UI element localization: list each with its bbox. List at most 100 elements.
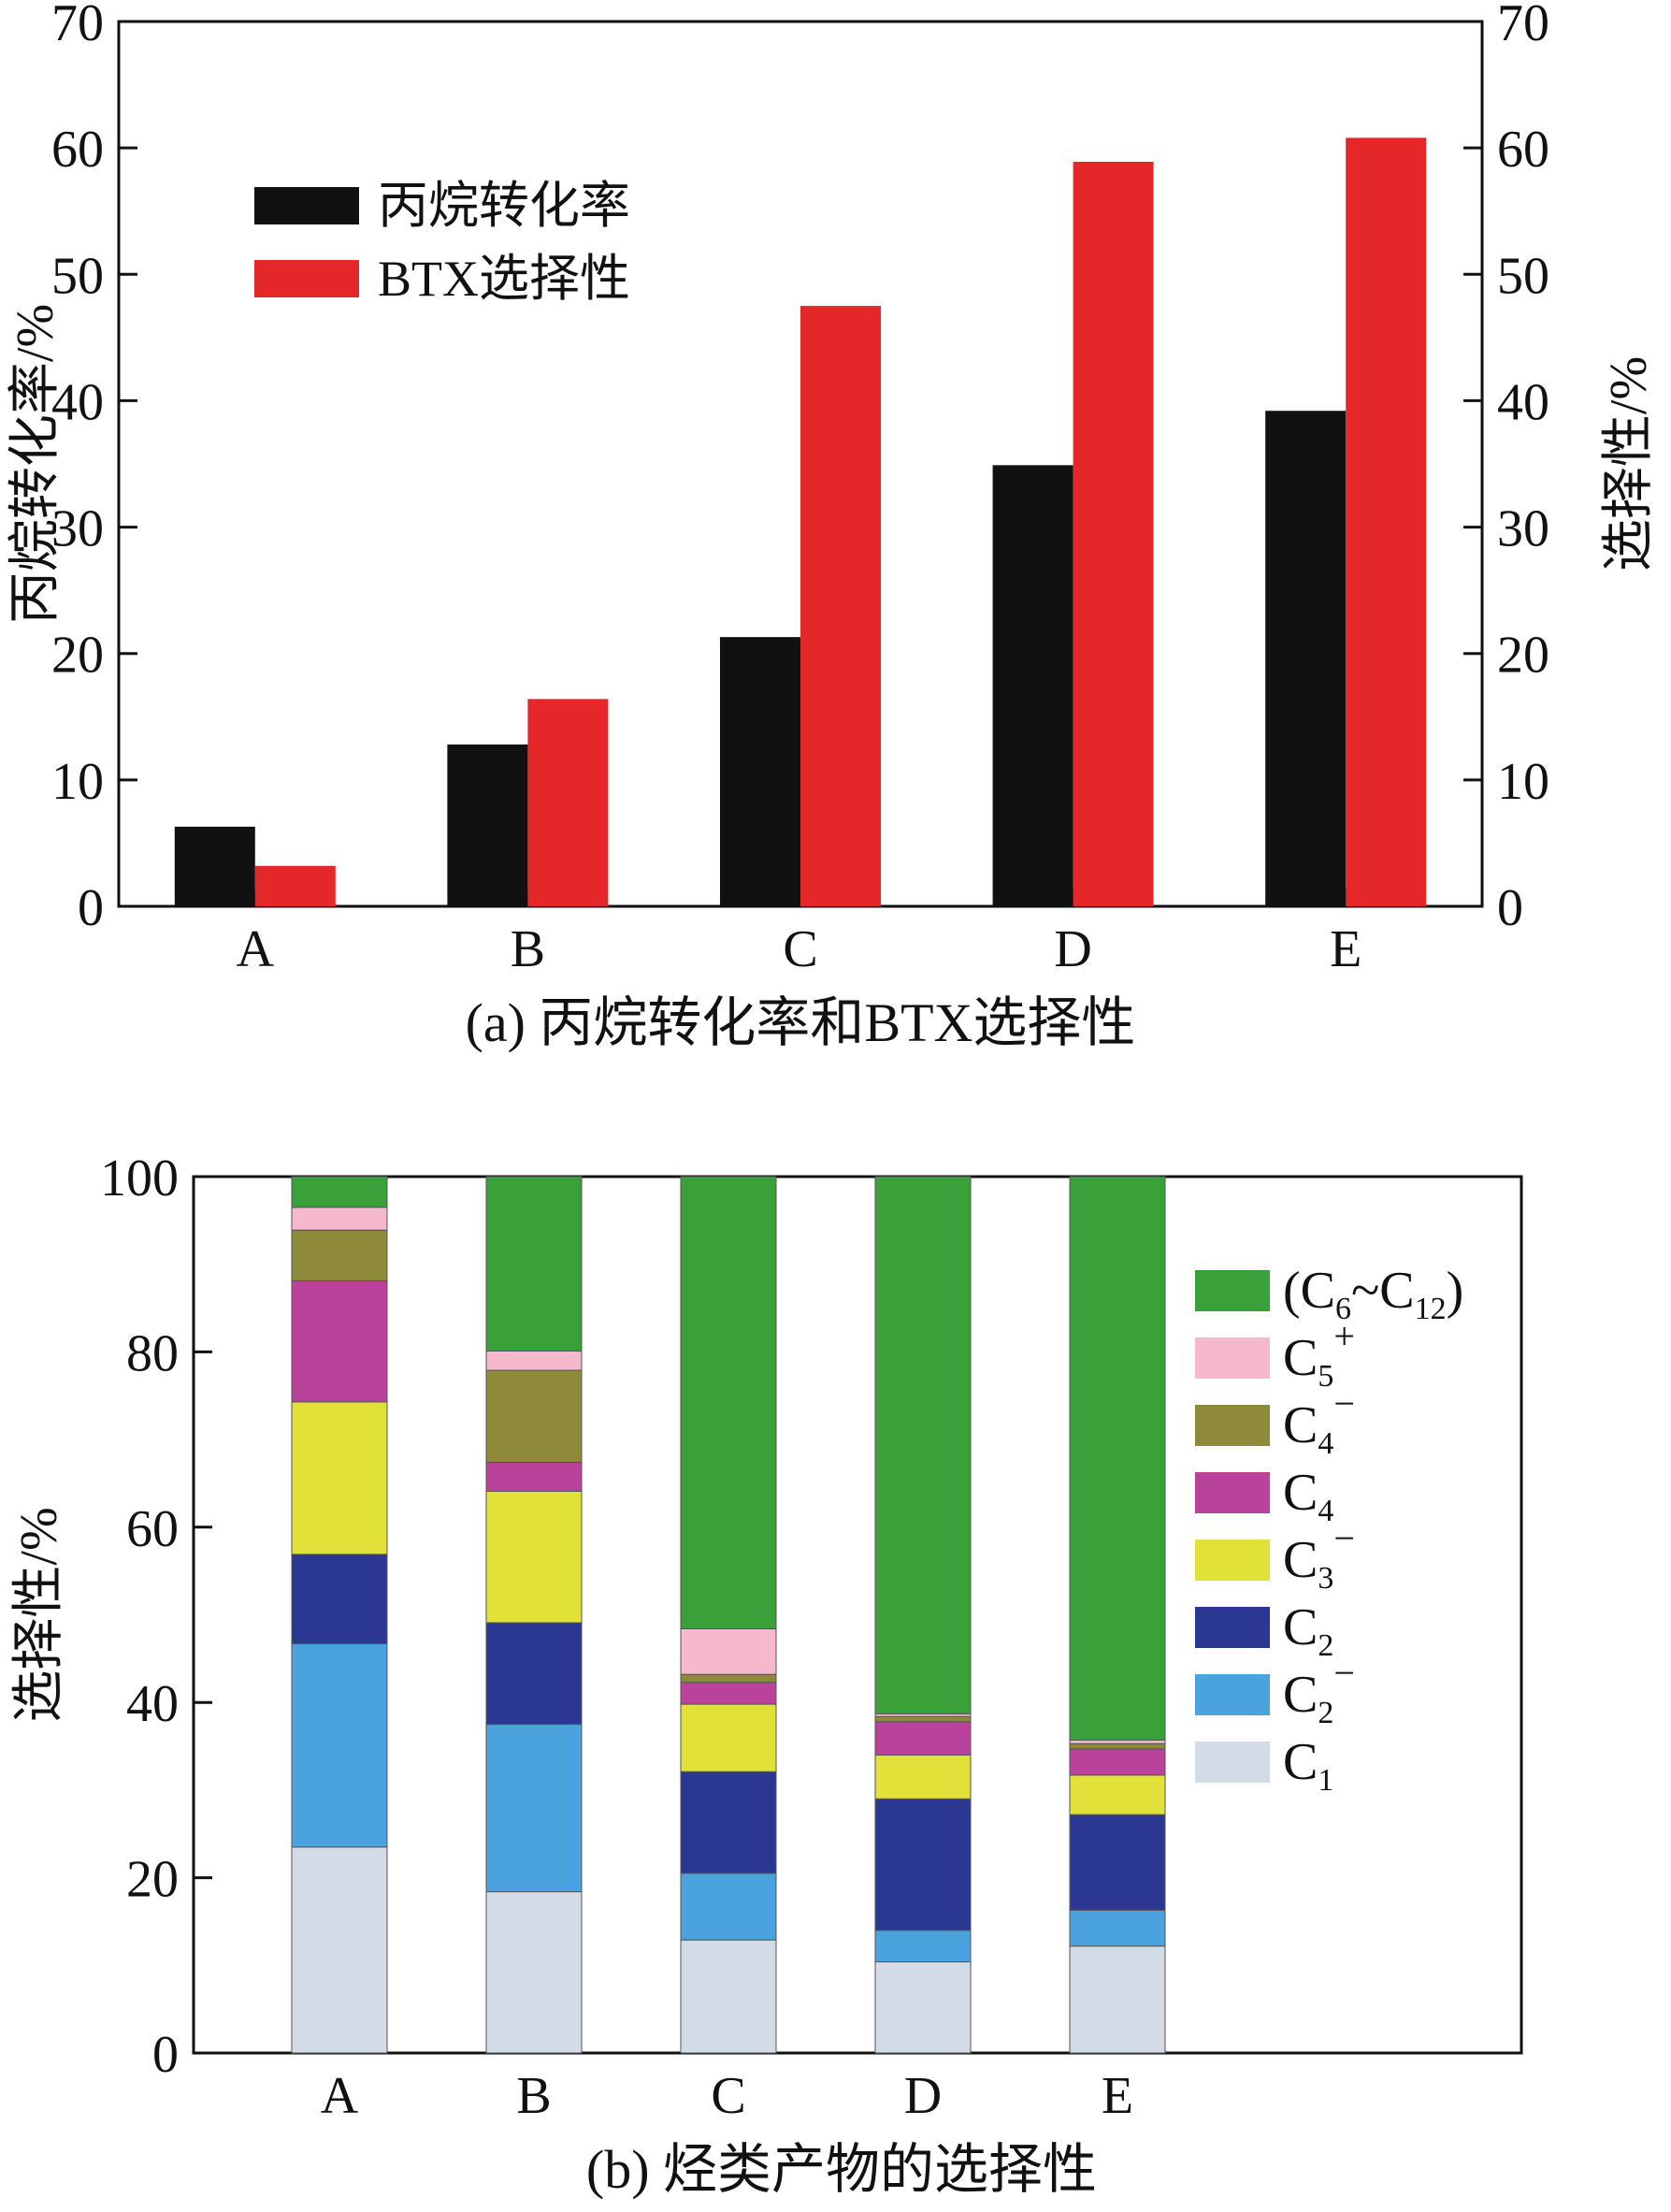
y-tick-label-right: 40 bbox=[1497, 373, 1549, 431]
legend-label: C bbox=[1283, 1666, 1318, 1724]
y-tick-label-right: 10 bbox=[1497, 753, 1549, 811]
y-tick-label-right: 70 bbox=[1497, 0, 1549, 52]
bar-segment-C1-E bbox=[1069, 1945, 1166, 2054]
x-tick-label: E bbox=[1102, 2067, 1133, 2125]
bar-btx-D bbox=[1073, 162, 1154, 907]
legend-sub: 4 bbox=[1318, 1426, 1333, 1461]
legend-label: C bbox=[1283, 1464, 1318, 1522]
bar-segment-C1-A bbox=[291, 1846, 388, 2054]
legend-swatch-conversion bbox=[254, 187, 359, 224]
bar-conversion-D bbox=[992, 465, 1073, 906]
bar-segment-C2-D bbox=[874, 1798, 972, 1931]
bar-btx-C bbox=[800, 306, 881, 907]
bar-conversion-B bbox=[447, 745, 528, 906]
legend-tail: ) bbox=[1447, 1262, 1464, 1320]
legend-sup: − bbox=[1333, 1652, 1355, 1694]
y-tick-label-right: 20 bbox=[1497, 627, 1549, 685]
y-tick-label-right: 50 bbox=[1497, 247, 1549, 305]
legend-sub: 4 bbox=[1318, 1494, 1333, 1528]
bar-segment-C4--A bbox=[291, 1229, 388, 1282]
bar-btx-E bbox=[1346, 137, 1427, 906]
legend-label-(C6~C12): (C6~C12) bbox=[1283, 1262, 1463, 1326]
bar-segment-(C6~C12)-A bbox=[291, 1176, 388, 1208]
legend-label-C2-: C2− bbox=[1283, 1652, 1355, 1730]
y-tick-label-left: 20 bbox=[51, 627, 104, 685]
bar-segment-C2-E bbox=[1069, 1814, 1166, 1911]
y-tick-label-left: 70 bbox=[51, 0, 104, 52]
legend-label: (C bbox=[1283, 1262, 1335, 1320]
bar-segment-C2--A bbox=[291, 1642, 388, 1848]
y-tick-label: 80 bbox=[126, 1324, 179, 1382]
legend-sup: − bbox=[1333, 1382, 1355, 1424]
x-tick-label: A bbox=[237, 920, 275, 978]
y-tick-label-left: 30 bbox=[51, 500, 104, 558]
legend-label-C2: C2 bbox=[1283, 1598, 1333, 1663]
legend-label-C1: C1 bbox=[1283, 1733, 1333, 1798]
legend-label-C5+: C5+ bbox=[1283, 1315, 1355, 1394]
legend-label: C bbox=[1283, 1396, 1318, 1454]
legend-swatch-C3- bbox=[1195, 1540, 1270, 1581]
bar-conversion-E bbox=[1265, 411, 1347, 906]
bar-segment-C1-D bbox=[874, 1961, 972, 2054]
bar-segment-C2--E bbox=[1069, 1909, 1166, 1947]
bar-segment-C2--C bbox=[680, 1872, 777, 1941]
legend-swatch-C4 bbox=[1195, 1472, 1270, 1513]
y-tick-label-right: 30 bbox=[1497, 500, 1549, 558]
bar-segment-C4-A bbox=[291, 1280, 388, 1403]
legend-swatch-C2 bbox=[1195, 1607, 1270, 1648]
legend-swatch-btx bbox=[254, 260, 359, 297]
bar-btx-B bbox=[527, 699, 609, 906]
bar-segment-C4--D bbox=[874, 1715, 972, 1723]
legend-sub: 2 bbox=[1318, 1696, 1333, 1730]
bar-segment-(C6~C12)-B bbox=[485, 1176, 583, 1352]
bar-segment-(C6~C12)-E bbox=[1069, 1176, 1166, 1741]
bar-segment-C3--D bbox=[874, 1754, 972, 1800]
legend-sub2: 12 bbox=[1415, 1292, 1447, 1326]
x-tick-label: B bbox=[516, 2067, 551, 2125]
chart-panel-a: 0 0 10 10 20 20 30 30 40 40 50 50 60 60 70 70 A B C D E 丙烷转化率… bbox=[7, 0, 1658, 1053]
bar-segment-(C6~C12)-C bbox=[680, 1176, 777, 1629]
legend-sub: 2 bbox=[1318, 1628, 1333, 1663]
legend-label: BTX选择性 bbox=[378, 251, 630, 307]
y-tick-label: 100 bbox=[100, 1149, 179, 1207]
x-tick-label: E bbox=[1330, 920, 1361, 978]
bar-segment-C1-C bbox=[680, 1939, 777, 2054]
bar-segment-C2--D bbox=[874, 1930, 972, 1963]
legend-label-C4-: C4− bbox=[1283, 1382, 1355, 1461]
legend-sup: + bbox=[1333, 1315, 1355, 1357]
legend-mid: ~C bbox=[1351, 1262, 1415, 1320]
legend-sub: 5 bbox=[1318, 1359, 1333, 1394]
x-tick-label: D bbox=[904, 2067, 942, 2125]
legend-sub: 1 bbox=[1318, 1763, 1333, 1798]
y-tick-label-right: 0 bbox=[1497, 879, 1523, 937]
chart-caption-a: (a) 丙烷转化率和BTX选择性 bbox=[466, 992, 1136, 1053]
legend-label: C bbox=[1283, 1733, 1318, 1791]
legend-label: C bbox=[1283, 1598, 1318, 1656]
y-tick-label-left: 0 bbox=[78, 879, 104, 937]
bar-segment-C2--B bbox=[485, 1724, 583, 1893]
y-tick-label-right: 60 bbox=[1497, 121, 1549, 179]
legend-sub: 3 bbox=[1318, 1561, 1333, 1596]
legend-swatch-(C6~C12) bbox=[1195, 1270, 1270, 1311]
legend-swatch-C4- bbox=[1195, 1405, 1270, 1446]
bar-segment-C4-C bbox=[680, 1682, 777, 1705]
bar-segment-C4-D bbox=[874, 1721, 972, 1756]
y-axis-title: 选择性/% bbox=[10, 1507, 68, 1722]
legend-label: C bbox=[1283, 1531, 1318, 1589]
legend-sup: − bbox=[1333, 1517, 1355, 1559]
bar-segment-C4-B bbox=[485, 1461, 583, 1492]
y-axis-title-left: 丙烷转化率/% bbox=[7, 304, 65, 624]
legend-swatch-C2- bbox=[1195, 1674, 1270, 1715]
y-tick-label: 60 bbox=[126, 1500, 179, 1558]
y-tick-label: 40 bbox=[126, 1675, 179, 1733]
bar-segment-C2-C bbox=[680, 1771, 777, 1874]
bar-segment-C3--C bbox=[680, 1703, 777, 1772]
y-tick-label-left: 40 bbox=[51, 373, 104, 431]
x-tick-label: A bbox=[321, 2067, 359, 2125]
bar-segment-C4--B bbox=[485, 1369, 583, 1463]
bar-segment-C4--E bbox=[1069, 1742, 1166, 1750]
bar-segment-C5+-A bbox=[291, 1207, 388, 1231]
x-tick-label: C bbox=[783, 920, 817, 978]
bar-btx-A bbox=[254, 865, 336, 906]
